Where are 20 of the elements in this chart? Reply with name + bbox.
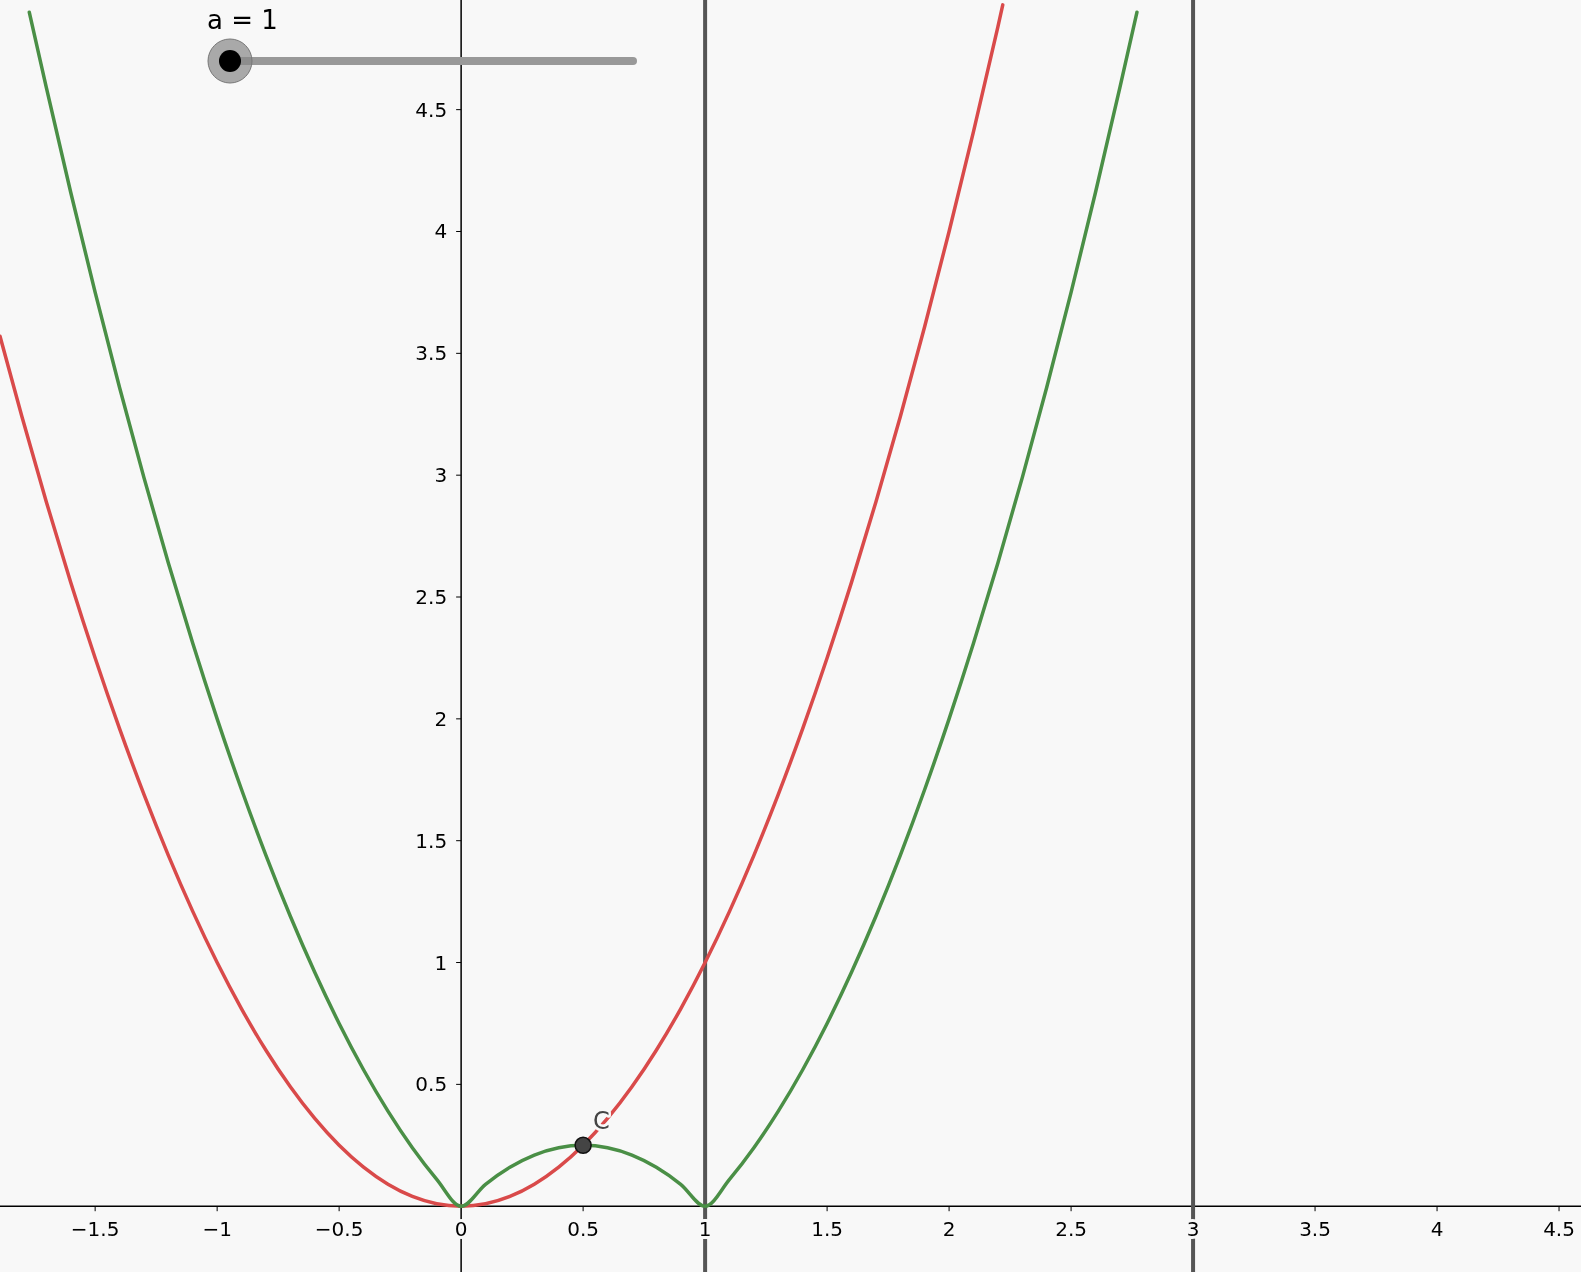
x-tick-label: −0.5 [314, 1217, 364, 1242]
y-tick-label: 3.5 [415, 341, 448, 366]
y-tick-label: 2 [434, 706, 448, 731]
x-tick-label: 0.5 [567, 1217, 600, 1242]
x-tick-label: 2.5 [1055, 1217, 1087, 1242]
y-tick-label: 1.5 [415, 828, 448, 853]
x-tick-label: 2 [942, 1217, 956, 1242]
x-tick-label: −1 [202, 1217, 232, 1242]
x-tick-label: −1.5 [70, 1217, 120, 1242]
y-tick-label: 1 [434, 950, 448, 975]
x-tick-label: 4 [1430, 1217, 1444, 1242]
x-tick-label: 3.5 [1299, 1217, 1331, 1242]
y-tick-label: 4.5 [415, 97, 448, 122]
x-tick-label: 1.5 [811, 1217, 843, 1242]
y-tick-label: 3 [434, 463, 448, 488]
y-tick-label: 2.5 [415, 585, 448, 610]
x-tick-label: 4.5 [1543, 1217, 1575, 1242]
y-tick-label: 0.5 [415, 1072, 448, 1097]
annotation: a = 1 [207, 5, 278, 35]
y-tick-label: 4 [434, 219, 448, 244]
